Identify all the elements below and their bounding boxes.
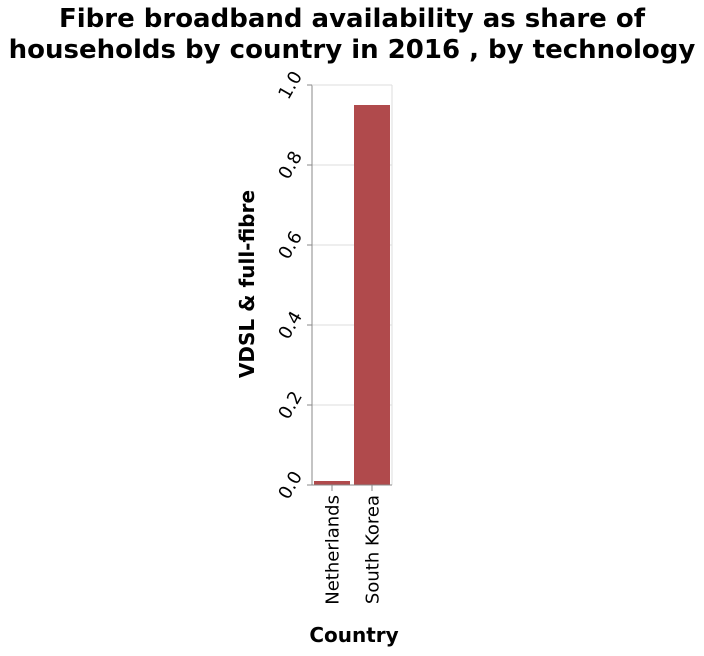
y-tick-label-5: 1.0: [274, 68, 307, 103]
chart-title: Fibre broadband availability as share of…: [0, 4, 704, 66]
y-tick-label-2: 0.4: [274, 308, 307, 343]
y-tick-label-3: 0.6: [274, 228, 307, 263]
x-tick-label-0: Netherlands: [322, 495, 343, 605]
y-tick-label-0: 0.0: [274, 468, 307, 503]
x-tick-label-1: South Korea: [362, 495, 383, 604]
bar-south-korea: [354, 105, 390, 485]
chart-title-line-1: Fibre broadband availability as share of: [58, 4, 646, 34]
y-tick-label-1: 0.2: [274, 388, 307, 423]
chart-title-line-2: households by country in 2016 , by techn…: [8, 35, 696, 65]
y-tick-label-4: 0.8: [274, 148, 307, 183]
x-axis-title: Country: [309, 623, 398, 647]
y-axis-title: VDSL & full-fibre: [235, 190, 259, 378]
bar-netherlands: [314, 481, 350, 485]
bars: [314, 105, 390, 485]
